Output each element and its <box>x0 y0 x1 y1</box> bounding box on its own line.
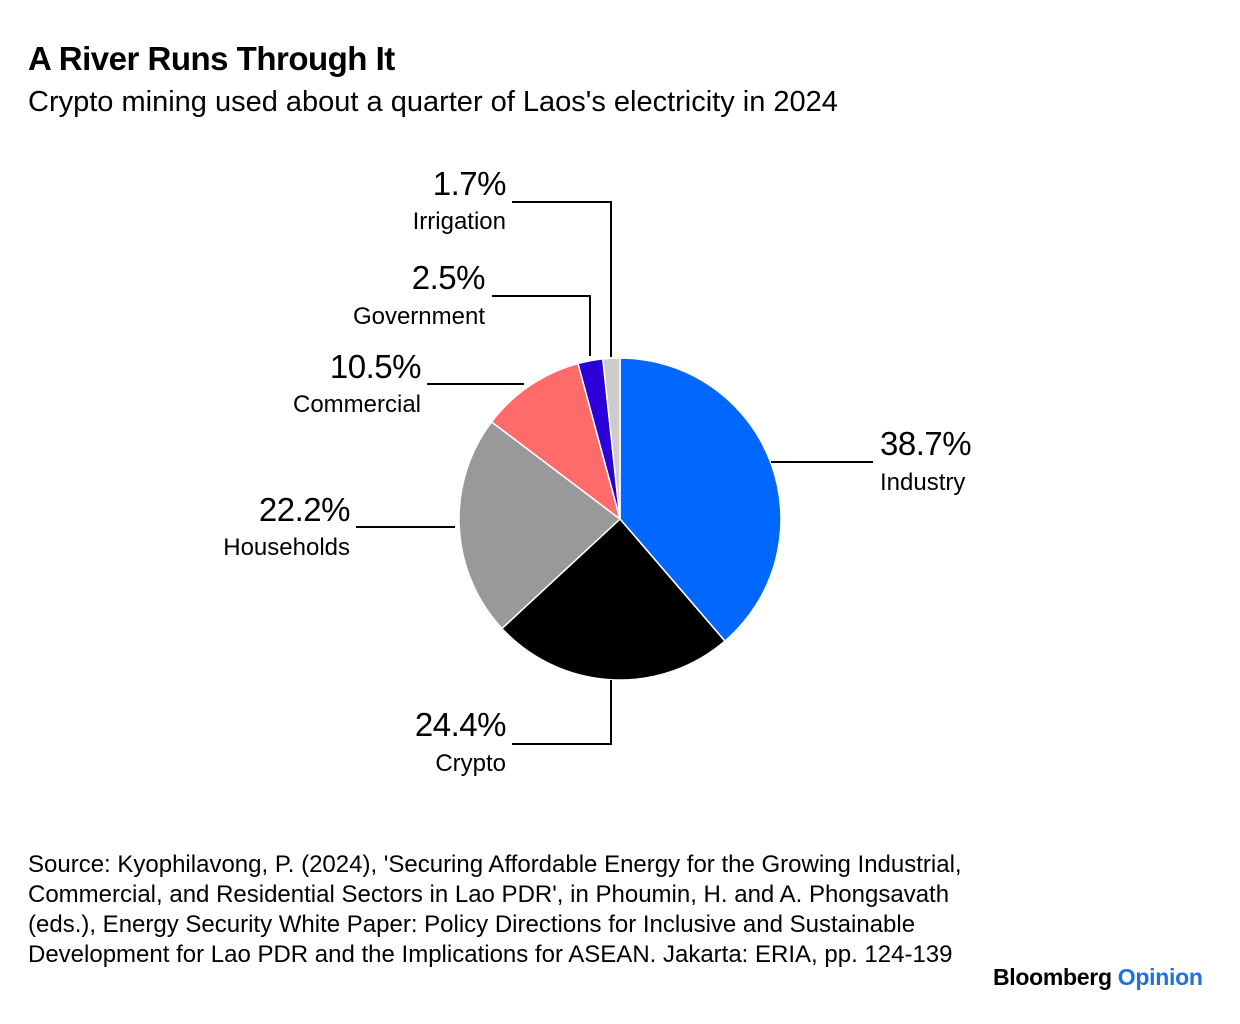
bloomberg-opinion-logo: Bloomberg Opinion <box>993 964 1203 991</box>
chart-title: A River Runs Through It <box>28 40 395 77</box>
category-label-government: Government <box>353 303 485 330</box>
pie-slice-irrigation <box>602 357 621 520</box>
data-label-government: 2.5% <box>412 259 485 296</box>
category-label-irrigation: Irrigation <box>413 208 506 235</box>
data-label-crypto: 24.4% <box>415 706 506 743</box>
data-label-industry: 38.7% <box>880 425 971 462</box>
brand-secondary: Opinion <box>1117 964 1203 990</box>
data-label-irrigation: 1.7% <box>433 165 506 202</box>
leader-line-government <box>492 295 591 356</box>
source-note: Source: Kyophilavong, P. (2024), 'Securi… <box>28 851 962 968</box>
pie-chart: 38.7% Industry 24.4% Crypto 22.2% Households 1… <box>223 165 971 777</box>
leader-line-irrigation <box>512 201 612 357</box>
category-label-crypto: Crypto <box>435 750 506 777</box>
category-label-households: Households <box>223 534 350 561</box>
data-label-commercial: 10.5% <box>330 348 421 385</box>
pie-slice-households <box>458 420 622 630</box>
leader-line-crypto <box>512 680 612 745</box>
pie-slice-crypto <box>500 517 727 681</box>
pie-slice-industry <box>619 357 782 643</box>
chart-subtitle: Crypto mining used about a quarter of La… <box>28 86 838 118</box>
brand-primary: Bloomberg <box>993 964 1112 990</box>
category-label-commercial: Commercial <box>293 391 421 418</box>
data-label-households: 22.2% <box>259 491 350 528</box>
category-label-industry: Industry <box>880 469 965 496</box>
